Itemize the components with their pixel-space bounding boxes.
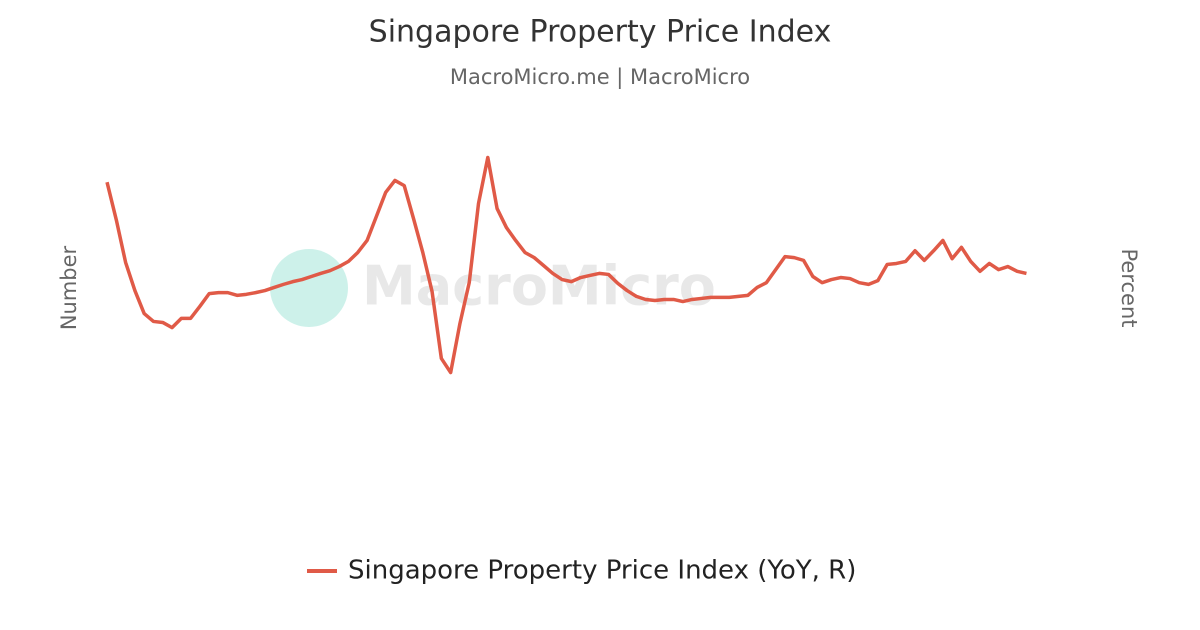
y-axis-label: Number bbox=[57, 245, 81, 330]
legend-label[interactable]: Singapore Property Price Index (YoY, R) bbox=[348, 556, 856, 586]
watermark-group: MacroMicro bbox=[270, 249, 716, 327]
data-line bbox=[105, 155, 1027, 375]
chart-title: Singapore Property Price Index bbox=[369, 15, 832, 50]
lines-layer bbox=[105, 155, 1027, 375]
watermark: MacroMicro bbox=[362, 255, 716, 318]
chart-subtitle: MacroMicro.me | MacroMicro bbox=[450, 65, 750, 90]
watermark-logo bbox=[270, 249, 348, 327]
y2-axis-label: Percent bbox=[1117, 248, 1141, 327]
